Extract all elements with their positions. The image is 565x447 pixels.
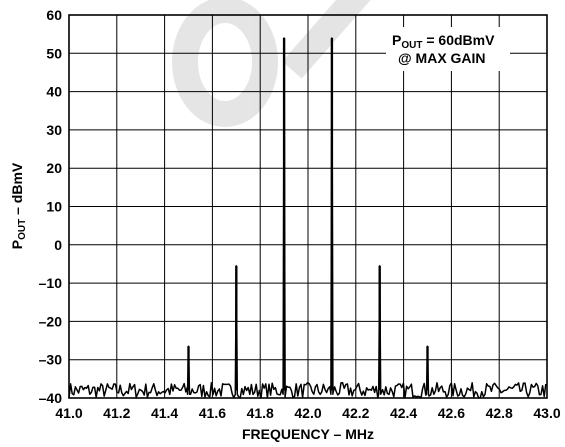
y-tick-label: 40 <box>46 84 62 100</box>
y-tick-label: 0 <box>54 237 62 253</box>
x-tick-label: 41.0 <box>55 405 82 421</box>
y-axis-title-rest: – dBmV <box>9 162 25 219</box>
spectrum-trace <box>68 37 547 399</box>
x-tick-label: 42.8 <box>486 405 513 421</box>
annotation-line1: POUT = 60dBmV <box>392 32 495 51</box>
spectrum-line <box>68 37 547 399</box>
x-tick-label: 41.6 <box>199 405 226 421</box>
x-tick-label: 42.4 <box>390 405 417 421</box>
annotation-line1-rest: = 60dBmV <box>422 32 495 48</box>
annotation-line1-main: P <box>392 32 401 48</box>
watermark-stroke <box>282 0 371 79</box>
x-tick-labels: 41.0 41.2 41.4 41.6 41.8 42.0 42.2 42.4 42.6 42.8… <box>55 405 560 421</box>
annotation-line1-sub: OUT <box>401 40 422 51</box>
y-tick-label: 60 <box>46 7 62 23</box>
x-tick-label: 41.4 <box>151 405 178 421</box>
x-tick-label: 42.6 <box>438 405 465 421</box>
plot-frame <box>68 14 548 399</box>
x-tick-label: 43.0 <box>533 405 560 421</box>
y-axis-title-sub: OUT <box>17 219 28 240</box>
y-axis-title-main: P <box>9 240 25 249</box>
y-tick-label: 20 <box>46 160 62 176</box>
grid-lines <box>69 15 547 398</box>
y-tick-label: 30 <box>46 122 62 138</box>
y-tick-label: –10 <box>39 275 63 291</box>
x-axis-title: FREQUENCY – MHz <box>242 426 374 442</box>
watermark-o <box>172 0 278 127</box>
annotation-line2: @ MAX GAIN <box>398 50 486 66</box>
x-tick-label: 41.8 <box>247 405 274 421</box>
y-tick-label: 10 <box>46 199 62 215</box>
y-tick-label: 50 <box>46 45 62 61</box>
x-tick-label: 42.2 <box>342 405 369 421</box>
y-axis-title: POUT – dBmV <box>9 162 28 249</box>
annotation-bg <box>386 27 510 71</box>
y-tick-labels: 60 50 40 30 20 10 0 –10 –20 –30 –40 <box>39 7 63 406</box>
annotation: POUT = 60dBmV @ MAX GAIN <box>386 27 510 71</box>
watermark <box>172 0 371 127</box>
y-tick-label: –20 <box>39 313 63 329</box>
x-tick-label: 41.2 <box>103 405 130 421</box>
y-tick-label: –40 <box>39 390 63 406</box>
y-tick-label: –30 <box>39 352 63 368</box>
x-tick-label: 42.0 <box>294 405 321 421</box>
